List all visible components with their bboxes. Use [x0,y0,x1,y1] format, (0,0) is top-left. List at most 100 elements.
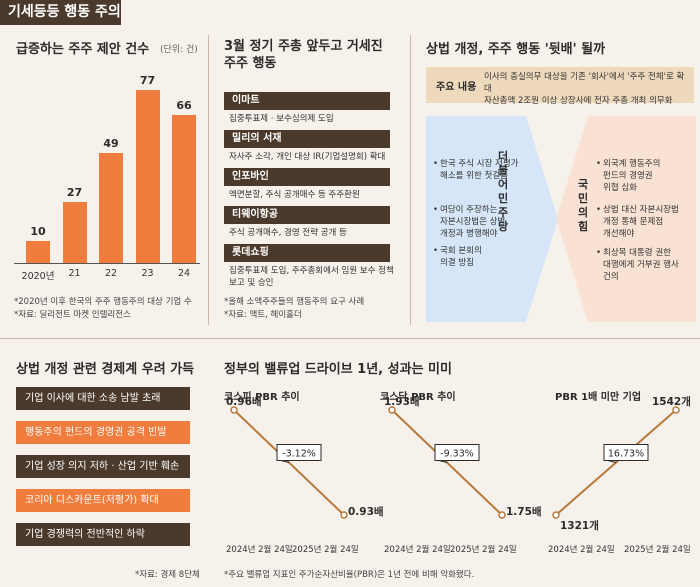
party-point-line: 개정 통해 문제점 [603,217,664,227]
line-chart-title: PBR 1배 미만 기업 [555,390,641,403]
data-label: 0.96배 [226,395,262,408]
worry-item: 기업 경쟁력의 전반적인 하락 [16,523,190,546]
change-box [276,444,322,461]
bullet: • [433,246,439,256]
data-label: 1.93배 [384,395,420,408]
data-point [388,406,396,414]
change-label: 16.73% [608,449,644,460]
note-line: *올해 소액주주들의 행동주의 요구 사례 [224,297,365,307]
valueup-note: *주요 밸류업 지표인 주가순자산비율(PBR)은 1년 전에 비해 악화됐다. [224,570,475,580]
section-banner: 기세등등 행동 주의 [0,0,121,25]
democratic-party-arrow [426,116,558,322]
data-label: 1.75배 [506,505,542,518]
line-chart-title: 코스닥 PBR 추이 [380,390,456,403]
data-point [498,511,506,519]
bar [99,152,123,263]
key-content-label: 주요 내용 [436,82,477,93]
bullet: • [596,159,602,169]
worries-title: 상법 개정 관련 경제계 우려 가득 [16,362,195,377]
bar [135,89,160,263]
key-content-text: 이사의 충실의무 대상을 기존 '회사'에서 '주주 전체'로 확대 자산총액 … [484,72,685,106]
line-chart-title: 코스피 PBR 추이 [224,390,300,403]
bullet: • [596,248,602,258]
note-line: *2020년 이후 한국의 주주 행동주의 대상 기업 수 [14,297,192,307]
party-point-line: 건의 [603,272,619,282]
party-point-line: 국회 본회의 [440,246,482,256]
party-point-line: 여당이 주장하는 [440,205,498,215]
x-tick-label: 2024년 2월 24일 [384,544,451,555]
divider [0,338,700,339]
divider [208,35,209,325]
company-name: 밀리의 서재 [224,130,390,148]
company-desc: 주식 공개매수, 경영 전략 공개 등 [229,227,399,239]
party-point-line: 자본시장법은 상법 [440,217,506,227]
company-desc-line: 집중투표제 도입, 주주총회에서 임원 보수 정책 [229,266,394,276]
company-desc: 자사주 소각, 개인 대상 IR(기업설명회) 확대 [229,151,399,163]
company-desc-line: 자사주 소각, 개인 대상 IR(기업설명회) 확대 [229,152,386,162]
change-label: -9.33% [440,449,474,460]
company-name: 이마트 [224,92,390,110]
x-tick-label: 21 [68,268,81,279]
party-point-line: 위협 심화 [603,183,637,193]
bar-value-label: 10 [30,224,46,238]
party-point-line: 해소를 위한 첫걸음 [440,171,508,181]
party-point: • 최상목 대통령 권한 대행에게 거부권 행사 건의 [596,247,689,283]
democratic-party-label: 더불어민주당 [497,150,509,233]
data-point [230,406,238,414]
company-panel-title: 3월 정기 주총 앞두고 거세진 주주 행동 [224,39,383,71]
bar [62,202,87,263]
company-desc-line: 보고 및 승인 [229,278,274,288]
bar-value-label: 49 [103,136,119,150]
party-point-line: 펀드의 경영권 [603,171,653,181]
bar [172,114,196,263]
change-label: -3.12% [282,449,316,460]
x-tick-label: 2024년 2월 24일 [226,544,293,555]
bar-value-label: 66 [176,98,192,112]
worry-item: 코리아 디스카운트(저평가) 확대 [16,489,190,512]
company-desc: 액면분할, 주식 공개매수 등 주주환원 [229,189,399,201]
worry-item: 기업 성장 의지 저하 · 산업 기반 훼손 [16,455,190,478]
party-point-line: 한국 주식 시장 저평가 [440,159,519,169]
company-desc-line: 액면분할, 주식 공개매수 등 주주환원 [229,190,360,200]
data-point [552,511,560,519]
key-content-box [426,67,694,103]
data-label: 0.93배 [348,505,384,518]
party-point-line: 최상목 대통령 권한 [603,248,671,258]
bullet: • [433,205,439,215]
company-desc-line: 집중투표제 · 보수심의제 도입 [229,114,334,124]
bar-chart-title: 급증하는 주주 제안 건수 [16,42,150,57]
bar-chart-baseline [14,263,200,264]
data-point [672,406,680,414]
worry-item: 행동주의 펀드의 경영권 공격 빈발 [16,421,190,444]
change-box [603,444,649,461]
party-point-line: 의결 방침 [440,258,474,268]
change-box [434,444,480,461]
bullet: • [433,159,439,169]
data-label: 1542개 [652,395,691,408]
party-point-line: 개정과 병행해야 [440,229,498,239]
bar-chart-unit: (단위: 건) [160,45,198,55]
company-name: 인포바인 [224,168,390,186]
bar-value-label: 77 [139,73,156,87]
x-tick-label: 2024년 2월 24일 [548,544,615,555]
x-tick-label: 2020년 [21,271,55,282]
ppp-arrow [556,116,696,322]
source-line: *자료: 딜리전트 마켓 인텔리전스 [14,310,131,320]
company-name: 롯데쇼핑 [224,244,390,262]
company-desc: 집중투표제 · 보수심의제 도입 [229,113,399,125]
x-tick-label: 2025년 2월 24일 [624,544,691,555]
source-line: *자료: 액트, 헤이홀더 [224,310,302,320]
party-point-line: 상법 대신 자본시장법 [603,205,679,215]
amendment-title: 상법 개정, 주주 행동 '뒷배' 될까 [426,42,606,57]
valueup-title: 정부의 밸류업 드라이브 1년, 성과는 미미 [224,362,452,377]
party-point-line: 개선해야 [603,229,635,239]
x-tick-label: 22 [104,268,118,279]
bar-value-label: 27 [66,186,83,200]
party-point-line: 외국계 행동주의 [603,159,661,169]
bar-chart-notes: *2020년 이후 한국의 주주 행동주의 대상 기업 수 *자료: 딜리전트 … [14,296,192,322]
